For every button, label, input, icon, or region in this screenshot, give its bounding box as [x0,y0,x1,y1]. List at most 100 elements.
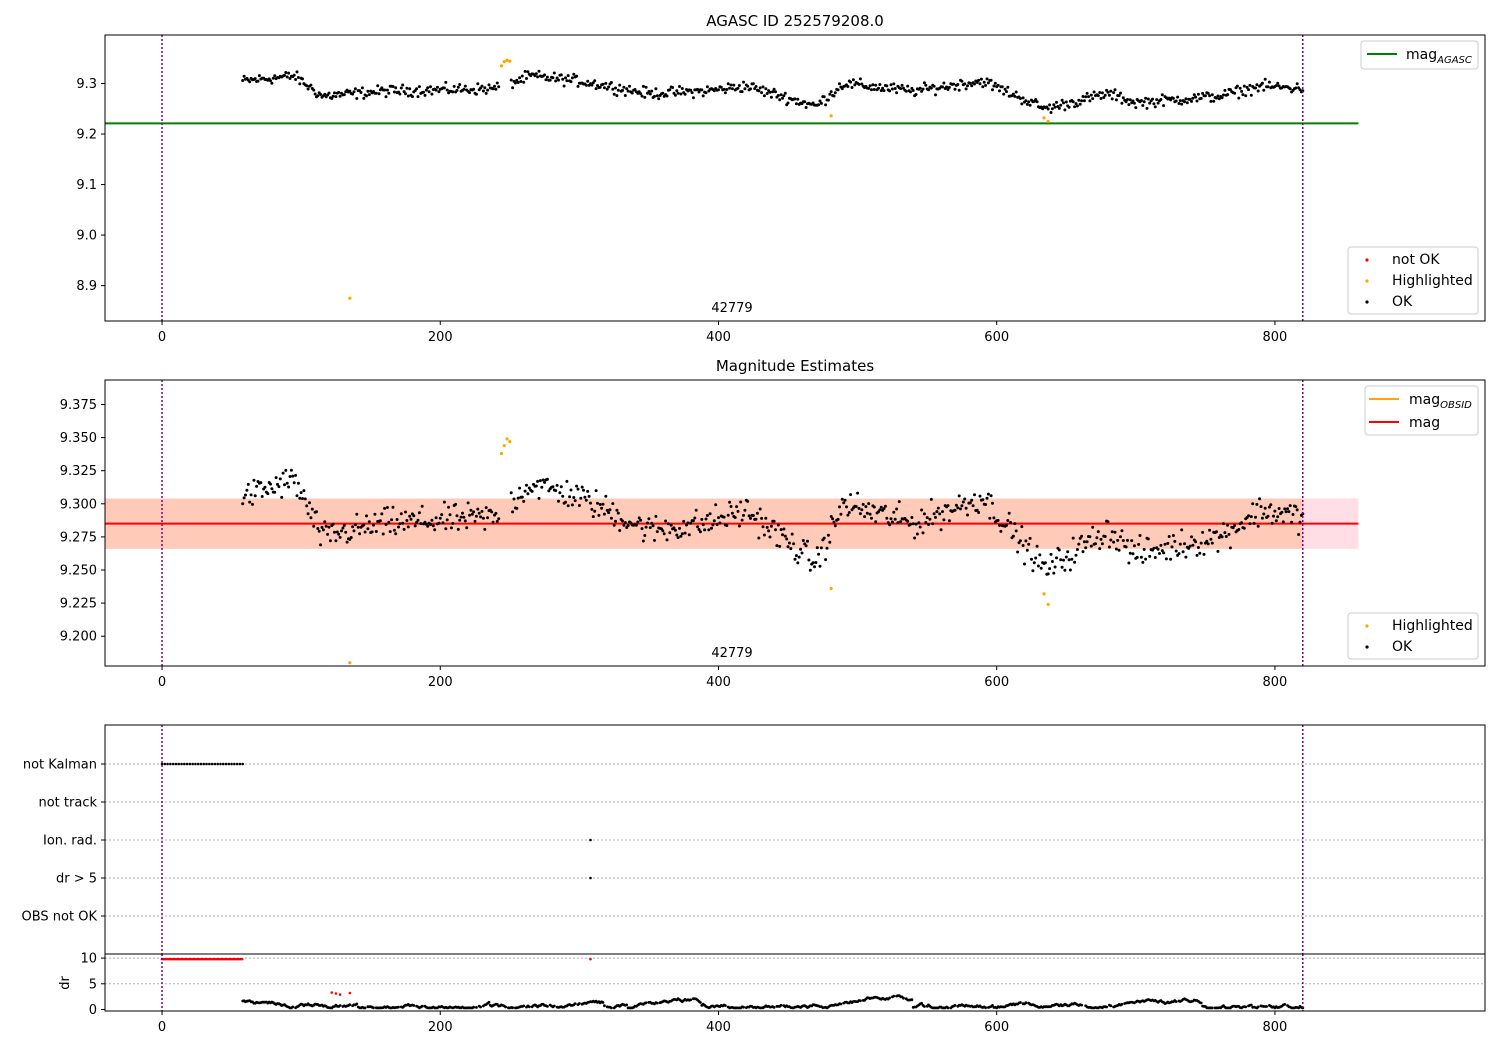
dr-point-high [334,992,338,995]
panel1-point-ok [607,85,611,89]
panel1-point-ok [1174,99,1178,103]
panel1-point-ok [313,92,317,96]
panel1-point-ok [701,94,705,98]
panel2-point-ok [1156,547,1160,551]
panel2-point-ok [280,495,284,499]
panel2-point-ok [609,516,613,520]
panel1-point-ok [678,85,681,88]
panel1-point-ok [601,82,605,86]
panel1-point-ok [1057,106,1061,110]
panel1-point-ok [511,86,515,90]
panel2-point-ok [594,489,598,493]
panel1-point-ok [509,78,513,82]
panel1-point-ok [970,84,974,88]
panel2-ytick-label: 9.300 [60,497,97,512]
panel2-point-ok [751,514,755,517]
panel1-point-ok [1209,99,1213,103]
panel1-xtick-label: 800 [1263,330,1288,345]
panel2-point-ok [800,551,804,555]
panel2-point-ok [472,510,476,514]
panel2-point-ok [718,521,722,525]
panel2-point-ok [328,539,332,543]
panel1-point-ok [765,92,769,95]
panel1-point-ok [615,94,619,98]
panel2-point-ok [1216,549,1220,553]
panel1-point-ok [654,87,658,91]
panel2-point-ok [1298,520,1302,524]
panel2-point-ok [345,540,349,544]
panel2-point-ok [557,499,560,503]
dr-point [984,1006,987,1010]
panel2-point-ok [285,481,289,485]
panel1-point-ok [604,81,608,85]
svg-text:magOBSID: magOBSID [1409,392,1472,411]
legend-not-ok: not OK [1392,252,1440,268]
panel1-point-ok [1260,81,1264,85]
panel2-point-ok [683,531,687,535]
panel1-point-ok [1035,100,1039,104]
panel1-point-ok [1005,90,1008,94]
panel2-point-ok [404,510,407,514]
panel2-point-ok [1005,523,1008,527]
panel1-point-ok [602,86,606,90]
panel2-point-ok [984,503,988,506]
panel1-point-ok [786,101,790,105]
panel1-point-ok [593,79,597,83]
panel2-point-ok [342,523,346,527]
panel2-point-highlighted [502,443,506,448]
panel2-point-ok [545,477,549,481]
panel2-point-ok [733,516,737,519]
panel1-point-ok [796,97,800,101]
panel1-point-ok [384,95,388,99]
panel1-point-ok [832,94,836,98]
panel1-xtick-label: 600 [984,330,1009,345]
panel2-point-ok [1208,528,1212,532]
panel2-point-ok [469,508,473,512]
dr-point [1199,1001,1203,1005]
flag-point [180,762,183,766]
panel2-point-ok [516,496,520,500]
flag-point [194,762,197,766]
panel2-point-ok [778,544,782,548]
panel2-point-ok [481,516,485,520]
dr-point [420,1004,424,1008]
panel2-point-ok [646,521,649,525]
panel2-point-ok [1131,552,1135,556]
panel2-point-ok [385,506,389,509]
panel1-point-ok [717,88,720,92]
panel1-point-ok [590,83,594,87]
panel2-point-ok [707,528,711,532]
dr-point [946,1006,950,1010]
panel1-point-ok [562,84,566,88]
panel2-point-ok [274,476,278,480]
dr-point [953,1004,957,1007]
panel2-point-ok [246,482,250,486]
panel1-point-ok [269,79,272,83]
panel1-point-ok [1180,102,1184,106]
panel2-point-ok [309,516,313,520]
panel1-point-ok [557,78,560,82]
panel1-point-ok [442,86,446,90]
panel1-point-ok [846,85,850,88]
panel2-point-ok [1023,562,1026,566]
panel2-point-ok [270,487,274,491]
panel2-point-ok [786,545,790,549]
panel1-point-ok [1082,99,1086,103]
panel2-point-ok [1052,571,1056,575]
panel2-point-ok [1198,551,1202,555]
panel1-point-ok [312,88,316,92]
panel2-point-ok [708,512,712,516]
panel2-point-ok [291,474,295,478]
panel2-point-ok [480,509,484,513]
panel2-point-ok [1222,522,1225,526]
panel1-point-ok [783,91,787,95]
dr-point-high [589,957,592,961]
panel2-point-ok [1124,545,1128,549]
flag-point [241,762,245,766]
panel1-point-ok [1247,88,1250,92]
panel1-point-ok [1049,111,1053,114]
panel2-point-ok [1141,560,1145,564]
panel1-point-ok [584,83,588,87]
panel2-point-ok [1237,528,1241,531]
panel2-xtick-label: 800 [1263,675,1288,690]
